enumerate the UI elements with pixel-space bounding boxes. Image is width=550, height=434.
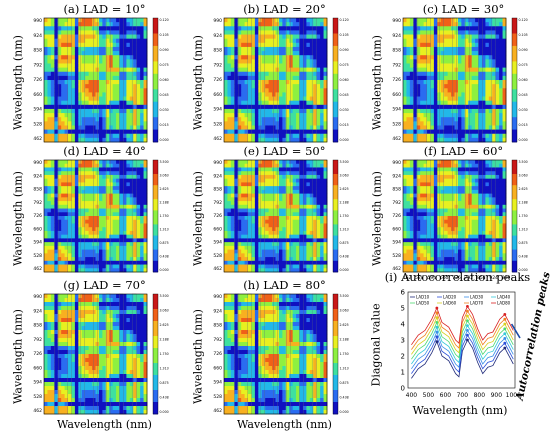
x-tick-label: 700: [457, 392, 469, 399]
y-tick-label: 0: [401, 385, 405, 393]
chart-x-label: Wavelength (nm): [400, 404, 520, 417]
chart-y-label: Diagonal value: [370, 307, 383, 387]
y-tick-label: 4: [401, 321, 406, 329]
legend-label: LAD80: [497, 301, 511, 306]
peak-marker: [466, 334, 469, 337]
legend-label: LAD30: [470, 295, 484, 300]
legend-label: LAD60: [443, 301, 457, 306]
y-tick-label: 2: [401, 353, 405, 361]
x-tick-label: 600: [440, 392, 452, 399]
peak-marker: [503, 332, 506, 335]
legend-label: LAD50: [416, 301, 430, 306]
peak-marker: [466, 339, 469, 342]
y-tick-label: 5: [401, 305, 405, 313]
legend-label: LAD10: [416, 295, 430, 300]
peak-marker: [503, 347, 506, 350]
peak-marker: [466, 329, 469, 332]
peak-marker: [466, 315, 469, 318]
x-tick-label: 400: [406, 392, 418, 399]
peak-marker: [503, 327, 506, 330]
y-tick-label: 6: [401, 289, 406, 297]
x-tick-label: 900: [491, 392, 503, 399]
peak-marker: [503, 323, 506, 326]
peak-marker: [503, 313, 506, 316]
peak-marker: [466, 324, 469, 327]
peak-marker: [466, 319, 469, 322]
y-tick-label: 1: [401, 369, 405, 377]
peak-marker: [503, 337, 506, 340]
peak-marker: [466, 310, 469, 313]
x-tick-label: 800: [474, 392, 486, 399]
peak-marker: [503, 318, 506, 321]
peak-marker: [503, 342, 506, 345]
legend-label: LAD70: [470, 301, 484, 306]
legend-label: LAD40: [497, 295, 511, 300]
x-tick-label: 500: [423, 392, 435, 399]
peak-marker: [466, 305, 469, 308]
peak-marker: [435, 307, 438, 310]
y-tick-label: 3: [401, 337, 405, 345]
legend-label: LAD20: [443, 295, 457, 300]
